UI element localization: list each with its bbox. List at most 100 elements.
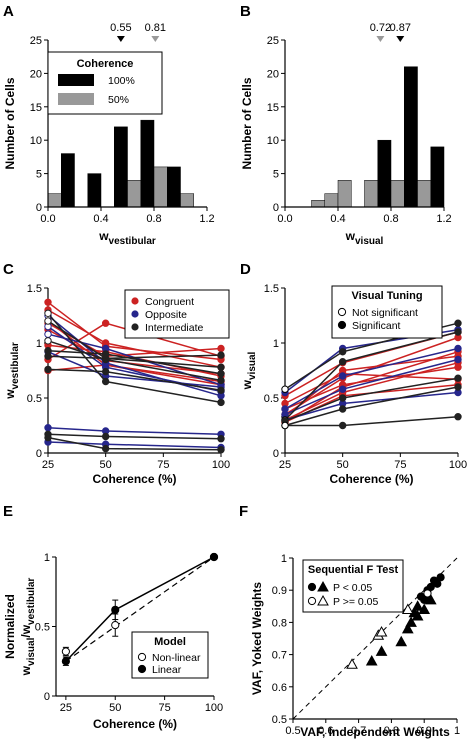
legend-marker [317,580,329,592]
legend-label: Significant [352,320,401,332]
triangle-point [401,603,414,615]
data-point [61,647,70,656]
y-axis-label: Number of Cells [3,77,17,169]
circle-point [433,579,442,588]
y-axis-label: VAF, Yoked Weights [250,582,264,695]
label-main: w [345,229,356,243]
legend-title: Model [154,636,186,648]
x-tick-label: 75 [157,459,169,471]
legend-label: Opposite [145,309,187,321]
y-tick-label: 25 [30,35,42,47]
x-tick-label: 1 [454,725,460,737]
y-tick-label: 1 [281,553,287,565]
y-tick-label: 15 [30,102,42,114]
y-tick-label: 20 [267,68,279,80]
panel-label: A [3,3,14,20]
y-tick-label: 0.5 [27,393,42,405]
reference-line [65,556,215,662]
triangle-point [401,622,414,634]
cell-point [338,421,347,430]
x-tick-label: 0.5 [285,725,300,737]
legend-label: Linear [152,664,182,676]
cell-point [454,374,462,382]
y-tick-label: 0.5 [264,393,279,405]
histogram-bar [364,180,378,208]
cell-point [454,383,462,391]
y-axis-label-prefix: Normalized [3,594,17,659]
y-tick-label: 0.5 [35,622,50,634]
y-tick-label: 5 [273,169,279,181]
cell-point [44,298,52,306]
x-axis-label: VAF, Independent Weights [300,725,450,739]
y-axis-label: Number of Cells [240,77,254,169]
y-label-part: visual [26,637,37,666]
legend-label: 50% [108,94,129,106]
cell-point [281,421,289,430]
cell-point [338,385,347,393]
legend-title: Sequential F Test [308,564,399,576]
x-tick-label: 100 [212,459,230,471]
cell-point [217,351,225,359]
data-point [209,552,219,562]
y-tick-label: 0.9 [272,585,287,597]
cell-point [454,319,462,327]
cell-line [47,433,222,440]
cell-point [454,363,462,371]
cell-point [217,376,225,385]
data-point [111,605,120,614]
histogram-bar [61,153,75,208]
cell-point [217,344,225,353]
median-marker [376,36,385,42]
cell-point [44,317,52,325]
histogram-bar [180,193,194,208]
cell-point [217,370,225,378]
panel-label: D [240,261,251,278]
x-tick-label: 1.2 [199,213,214,225]
y-tick-label: 0 [44,691,50,703]
cell-point [44,330,52,338]
x-tick-label: 0.0 [277,213,292,225]
cell-line [47,426,222,436]
histogram-bar [311,200,325,208]
cell-line [47,364,222,386]
legend-label: P < 0.05 [333,582,372,594]
x-tick-label: 0.8 [384,725,399,737]
circle-point [423,589,432,598]
cell-point [44,365,52,374]
y-tick-label: 0 [273,448,279,460]
y-tick-label: 25 [267,35,279,47]
label-sub: visual [247,351,258,380]
legend-marker [131,310,139,318]
cell-point [101,354,110,363]
cell-line [284,331,459,397]
cell-point [338,394,347,402]
x-tick-label: 100 [205,702,223,714]
legend-marker [131,297,139,305]
panel-label: F [239,503,248,520]
panel-B: B 0.0 0.4 0.8 1.2 0 5 10 15 20 25 0.720.87 wvisual Nu… [240,3,452,247]
y-tick-label: 5 [36,169,42,181]
y-tick-label: 1.5 [264,283,279,295]
triangle-point [375,626,388,637]
panel-F: F 0.5 0.6 0.7 0.8 0.9 1 0.5 0.6 0.7 0.8 0.9 1 VAF, In… [239,503,460,739]
legend-marker [307,596,317,606]
x-tick-label: 0.8 [383,213,398,225]
x-tick-label: 50 [109,702,121,714]
x-axis-label: Coherence (%) [93,717,177,731]
y-axis-label: wvisual/wvestibular [19,578,37,677]
x-tick-label: 0.9 [417,725,432,737]
panel-D: D 25 50 75 100 0 0.5 1 1.5 Coherence (%) wvisual Vi… [240,261,467,486]
x-axis-label: Coherence (%) [92,472,176,486]
data-point [111,621,120,630]
y-tick-label: 20 [30,68,42,80]
legend-box [124,289,230,339]
legend-title: Coherence [77,58,134,70]
histogram-bar [324,193,339,208]
histogram-bar [114,126,128,208]
x-tick-label: 25 [279,459,291,471]
label-sub: vestibular [109,236,156,247]
x-tick-label: 0.0 [40,213,55,225]
cell-point [101,367,110,376]
cell-point [454,413,462,421]
